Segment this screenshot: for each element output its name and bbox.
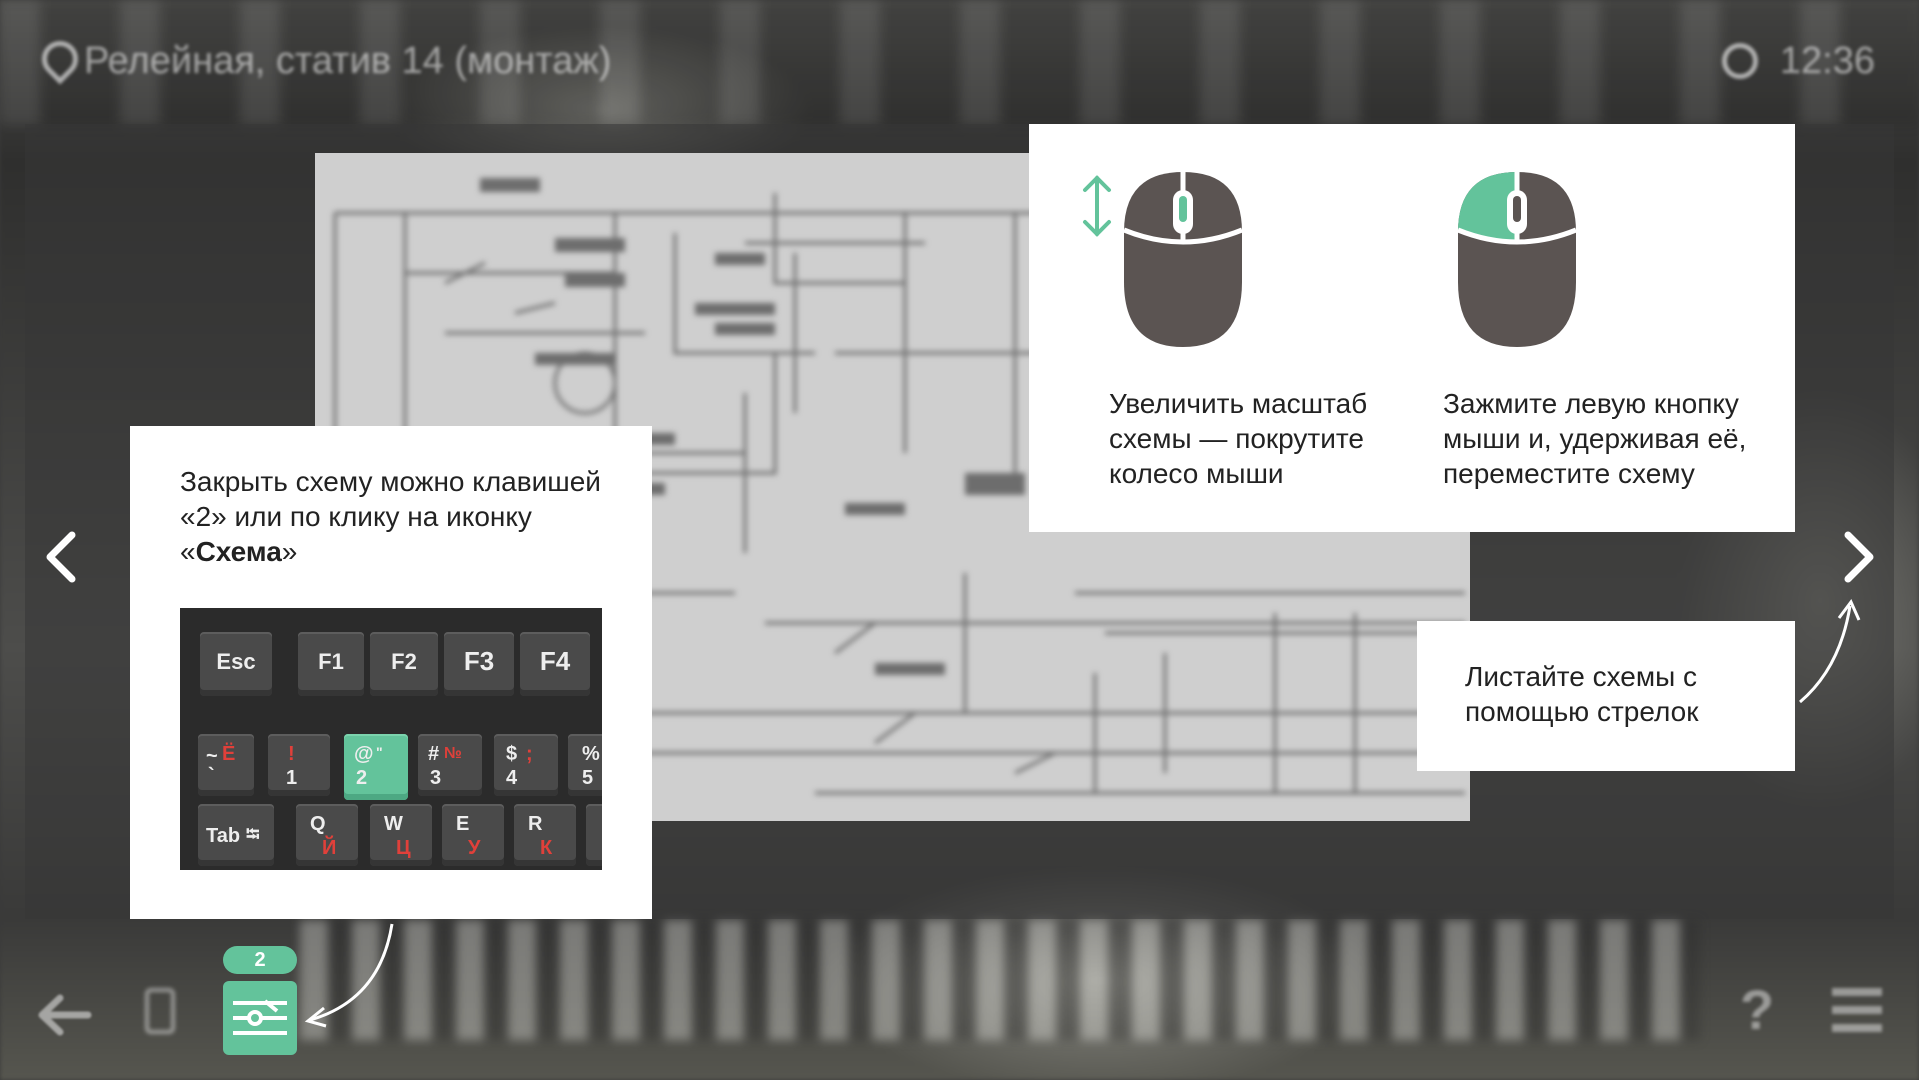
key-label: F3	[463, 645, 495, 676]
background-equipment	[0, 0, 1919, 125]
key-bottom: `	[208, 765, 215, 787]
key-5: % 5	[568, 734, 602, 796]
key-top: W	[384, 813, 403, 835]
key-q: Q Й	[296, 804, 358, 866]
key-bottom: Ц	[396, 837, 411, 859]
key-bottom: Й	[322, 837, 337, 859]
key-alt: "	[376, 744, 383, 760]
hint-arrows: Листайте схемы с помощью стрелок	[1417, 621, 1795, 771]
key-alt: №	[444, 745, 462, 762]
key-bottom: 4	[506, 767, 518, 789]
key-top: Tab	[206, 825, 241, 847]
key-f2: F2	[370, 632, 438, 696]
location-pin-icon	[40, 41, 70, 81]
chevron-right-icon	[1844, 531, 1874, 583]
key-w: W Ц	[370, 804, 432, 866]
key-alt: Ё	[222, 743, 236, 765]
location-label: Релейная, статив 14 (монтаж)	[84, 39, 612, 82]
key-f3: F3	[444, 632, 514, 696]
key-top: #	[428, 743, 440, 765]
hint-drag-text: Зажмите левую кнопку мыши и, удерживая е…	[1443, 388, 1747, 489]
key-alt: ;	[526, 743, 533, 765]
key-bottom: 1	[286, 767, 298, 789]
key-top: $	[506, 743, 518, 765]
pointer-to-arrow-icon	[1799, 599, 1861, 704]
key-3: # № 3	[418, 734, 482, 796]
timer-icon	[1721, 43, 1758, 79]
next-scheme-arrow[interactable]	[1834, 522, 1884, 592]
back-arrow-icon[interactable]	[34, 990, 94, 1040]
mouse-wheel-icon	[1083, 172, 1243, 347]
key-bottom: 3	[430, 767, 442, 789]
pointer-to-scheme-icon	[304, 923, 394, 1028]
key-esc: Esc	[200, 632, 272, 696]
key-top: !	[288, 743, 295, 765]
help-button[interactable]: ?	[1739, 978, 1775, 1041]
scheme-hotkey-badge: 2	[223, 946, 297, 974]
key-1: ! 1	[268, 734, 330, 796]
hint-close-scheme: Закрыть схему можно клавишей «2» или по …	[130, 426, 652, 919]
key-bottom: К	[540, 837, 553, 859]
key-label: F4	[539, 645, 571, 676]
key-bottom: У	[468, 837, 481, 859]
hint-close-text-bold: Схема	[195, 536, 282, 567]
hint-close-text: Закрыть схему можно клавишей «2» или по …	[180, 464, 620, 569]
key-label: F2	[391, 648, 417, 674]
key-e: E У	[442, 804, 504, 866]
key-top: Q	[310, 813, 326, 835]
key-4: $ ; 4	[494, 734, 558, 796]
key-top: R	[528, 813, 543, 835]
hint-close-text-end: »	[281, 536, 298, 567]
key-2-highlighted: @ " 2	[344, 734, 408, 800]
time-indicator: 12:36	[1721, 36, 1875, 86]
key-bottom: 5	[582, 767, 594, 789]
key-top: ~	[206, 745, 218, 767]
key-f1: F1	[298, 632, 364, 696]
key-top: %	[582, 743, 600, 765]
menu-hamburger-icon[interactable]	[1832, 988, 1882, 1034]
key-label: Esc	[216, 648, 256, 674]
key-tilde: ~ Ё `	[198, 734, 254, 796]
tab-arrow-icon: ⭾	[246, 824, 260, 844]
key-top: E	[456, 813, 470, 835]
key-f4: F4	[520, 632, 590, 696]
hint-mouse-controls: Увеличить масштаб схемы — покрутите коле…	[1029, 124, 1795, 532]
scheme-sliders-icon	[233, 999, 287, 1035]
mouse-left-click-icon	[1457, 172, 1577, 347]
keyboard-illustration: Esc F1 F2 F3 F4 ~ Ё ` ! 1 @ " 2 # № 3 $ …	[180, 608, 602, 870]
hint-zoom-text: Увеличить масштаб схемы — покрутите коле…	[1109, 388, 1368, 489]
hint-close-text-part: Закрыть схему можно клавишей «2» или по …	[180, 466, 601, 567]
key-t-partial	[586, 804, 602, 866]
key-tab: Tab ⭾	[198, 804, 274, 866]
previous-scheme-arrow[interactable]	[36, 522, 86, 592]
key-label: F1	[318, 648, 344, 674]
lock-icon[interactable]	[145, 988, 175, 1034]
key-bottom: 2	[356, 767, 368, 789]
location-indicator: Релейная, статив 14 (монтаж)	[40, 36, 611, 86]
hint-arrows-text: Листайте схемы с помощью стрелок	[1465, 661, 1699, 727]
scheme-button[interactable]	[223, 981, 297, 1055]
key-r: R К	[514, 804, 576, 866]
key-top: @	[354, 743, 374, 765]
chevron-left-icon	[46, 531, 76, 583]
background-relays	[300, 920, 1700, 1040]
time-label: 12:36	[1779, 39, 1875, 82]
